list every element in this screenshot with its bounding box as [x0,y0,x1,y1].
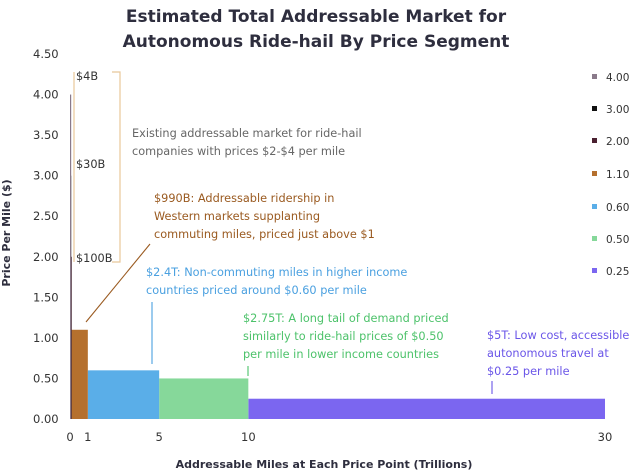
legend-label: 3.00 [606,104,629,116]
bar-segment [70,329,88,419]
annotations: Existing addressable market for ride-hai… [85,127,629,394]
chart-title-line-2: Autonomous Ride-hail By Price Segment [123,32,510,52]
legend-swatch [592,171,597,176]
x-tick-label: 10 [241,430,256,444]
legend-swatch [592,138,597,143]
legend-swatch [592,204,597,209]
x-tick-label: 5 [156,430,163,444]
annotation-text: $990B: Addressable ridership in [154,192,334,205]
annotation-text: commuting miles, priced just above $1 [154,228,375,241]
bar-segment [159,378,249,419]
legend-label: 0.60 [606,202,629,214]
y-axis-ticks: 0.00 0.50 1.00 1.50 2.00 2.50 3.00 3.50 4.00 4.50 [33,47,59,426]
y-tick-label: 0.00 [33,412,59,426]
legend-label: 2.00 [606,136,629,148]
legend-label: 0.50 [606,234,629,246]
annotation-text: $0.25 per mile [487,365,570,378]
x-axis-ticks: 0 1 5 10 30 [66,430,612,444]
x-tick-label: 0 [66,430,73,444]
y-tick-label: 0.50 [33,371,59,385]
annotation-text: Existing addressable market for ride-hai… [132,127,362,140]
y-tick-label: 4.00 [33,88,59,102]
annotation-pointer [85,243,151,323]
legend-swatch [592,74,597,79]
legend-label: 1.10 [606,169,629,181]
legend: 4.00 3.00 2.00 1.10 0.60 0.50 0.25 [592,72,629,278]
y-tick-label: 3.00 [33,169,59,183]
y-tick-label: 1.00 [33,331,59,345]
legend-label: 4.00 [606,72,629,84]
annotation-text: $2.75T: A long tail of demand priced [243,312,449,325]
y-tick-label: 3.50 [33,128,59,142]
y-tick-label: 1.50 [33,290,59,304]
annotation-text: $5T: Low cost, accessible [487,329,629,342]
annotation-text: per mile in lower income countries [243,348,439,361]
y-tick-label: 4.50 [33,47,59,61]
annotation-text: similarly to ride-hail prices of $0.50 [243,330,444,343]
y-axis-title: Price Per Mile ($) [0,179,13,286]
bar-segment [248,398,606,419]
bracket: $4B $30B $100B [73,70,121,265]
annotation-text: Western markets supplanting [154,210,320,223]
legend-swatch [592,236,597,241]
legend-label: 0.25 [606,266,629,278]
x-tick-label: 1 [84,430,91,444]
y-tick-label: 2.50 [33,209,59,223]
annotation-text: autonomous travel at [487,347,609,360]
annotation-text: $2.4T: Non-commuting miles in higher inc… [146,266,407,279]
y-tick-label: 2.00 [33,250,59,264]
bracket-label: $4B [76,70,98,83]
bar-segment [70,94,72,420]
annotation-text: companies with prices $2-$4 per mile [132,145,345,158]
bracket-label: $30B [76,158,105,171]
legend-swatch [592,268,597,273]
x-tick-label: 30 [598,430,613,444]
bars [70,94,606,420]
bracket-line [112,71,121,263]
x-axis-title: Addressable Miles at Each Price Point (T… [176,458,473,471]
legend-swatch [592,106,597,111]
bracket-label: $100B [76,252,113,265]
bar-segment [87,370,160,419]
annotation-text: countries priced around $0.60 per mile [146,284,367,297]
chart-title-line-1: Estimated Total Addressable Market for [126,7,507,27]
